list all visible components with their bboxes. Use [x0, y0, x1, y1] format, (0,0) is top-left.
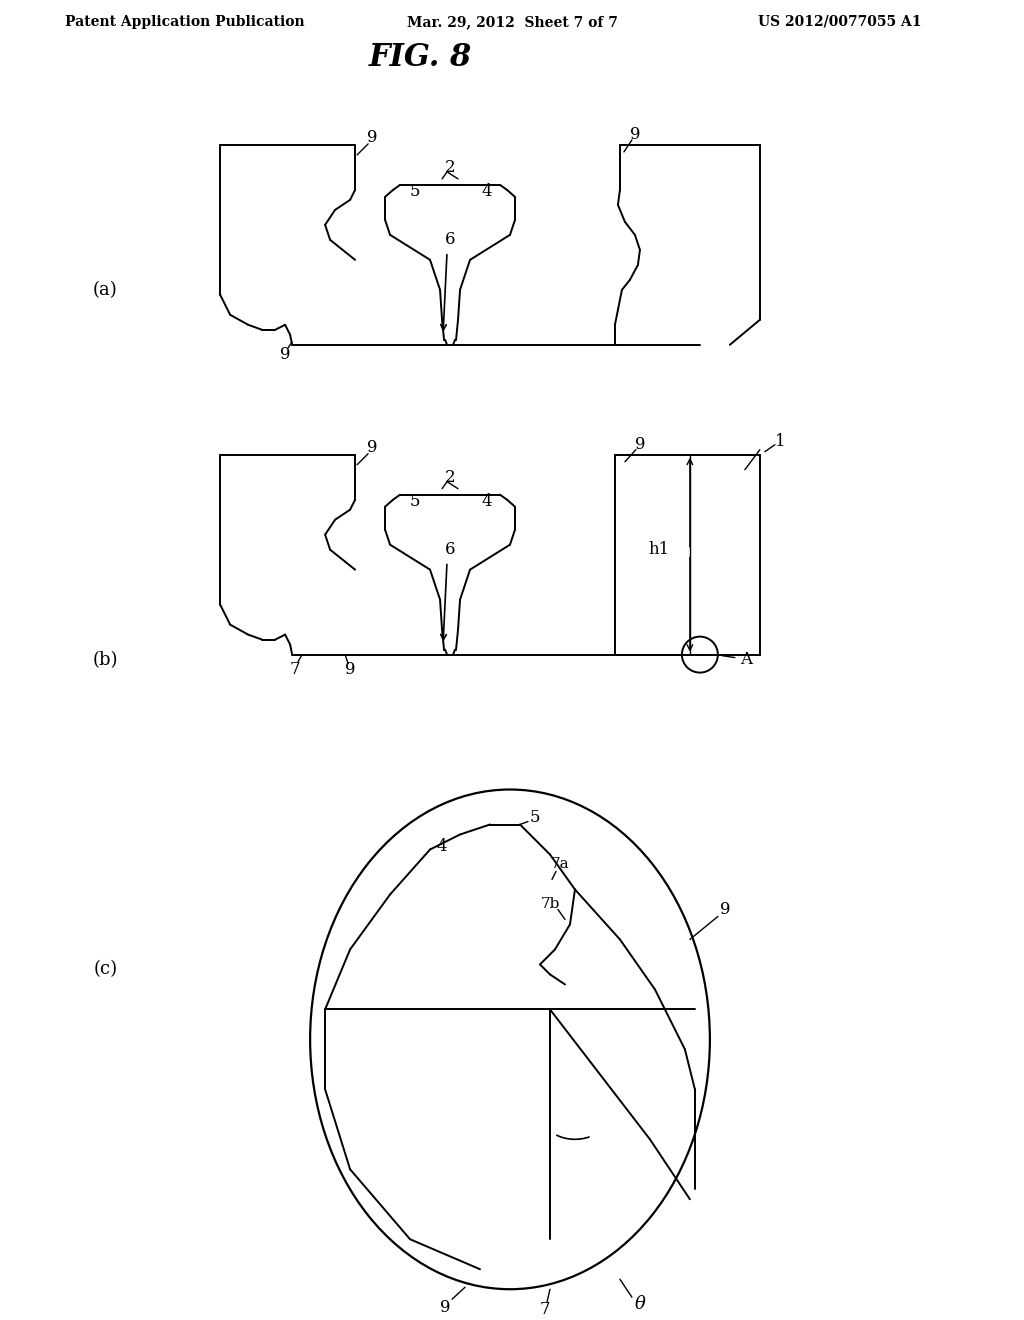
Text: 9: 9	[635, 436, 645, 453]
Text: 9: 9	[630, 127, 640, 144]
Text: 4: 4	[481, 494, 493, 511]
Text: FIG. 8: FIG. 8	[369, 42, 472, 74]
Text: 5: 5	[410, 494, 420, 511]
Text: 9: 9	[280, 346, 291, 363]
Text: 6: 6	[444, 541, 456, 558]
Text: 5: 5	[410, 183, 420, 201]
Text: 2: 2	[444, 469, 456, 486]
Text: Patent Application Publication: Patent Application Publication	[66, 15, 305, 29]
Text: 9: 9	[720, 902, 730, 917]
Text: 5: 5	[529, 809, 541, 826]
Text: (c): (c)	[93, 961, 118, 978]
Text: 7: 7	[540, 1300, 550, 1317]
Text: 9: 9	[367, 129, 377, 147]
Text: 4: 4	[481, 183, 493, 201]
Text: 9: 9	[367, 440, 377, 457]
Text: (b): (b)	[92, 651, 118, 669]
Text: h1: h1	[648, 541, 670, 558]
Text: θ: θ	[635, 1295, 645, 1313]
Text: 9: 9	[439, 1299, 451, 1316]
Text: A: A	[740, 651, 752, 668]
Text: 6: 6	[444, 231, 456, 248]
Text: US 2012/0077055 A1: US 2012/0077055 A1	[758, 15, 922, 29]
Text: (a): (a)	[93, 281, 118, 298]
Text: 7b: 7b	[541, 898, 560, 911]
Text: 7a: 7a	[551, 858, 569, 871]
Text: Mar. 29, 2012  Sheet 7 of 7: Mar. 29, 2012 Sheet 7 of 7	[407, 15, 617, 29]
Text: 4: 4	[436, 838, 447, 855]
Text: 9: 9	[345, 661, 355, 678]
Text: 1: 1	[774, 433, 785, 450]
Text: 2: 2	[444, 160, 456, 177]
Text: 7: 7	[290, 661, 300, 678]
